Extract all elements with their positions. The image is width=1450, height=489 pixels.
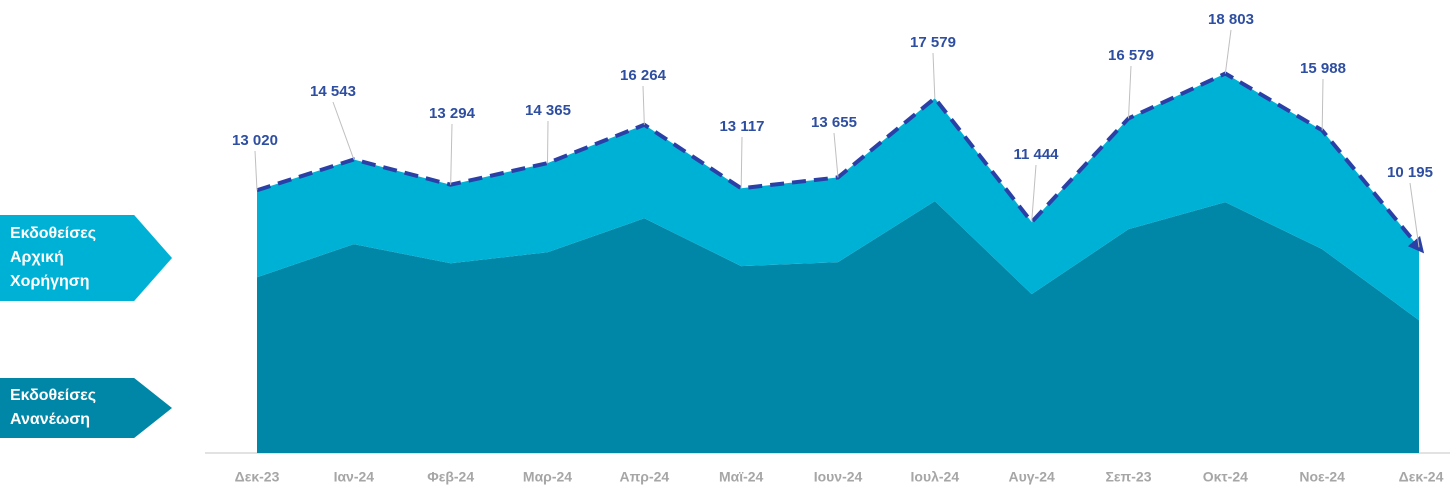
leader-line — [1031, 164, 1037, 223]
leader-line — [332, 101, 355, 160]
x-tick-label: Φεβ-24 — [427, 469, 474, 485]
x-tick-label: Μαρ-24 — [523, 469, 572, 485]
x-tick-label: Νοε-24 — [1299, 469, 1345, 485]
x-tick-label: Ιουν-24 — [814, 469, 863, 485]
total-label: 10 195 — [1387, 164, 1433, 181]
leader-line — [833, 132, 839, 178]
leader-line — [1128, 65, 1132, 119]
x-tick-label: Δεκ-23 — [235, 469, 280, 485]
leader-line — [932, 52, 936, 99]
leader-line — [1409, 182, 1420, 248]
x-tick-label: Δεκ-24 — [1399, 469, 1444, 485]
total-label: 15 988 — [1300, 60, 1346, 77]
leader-line — [740, 136, 743, 189]
total-label: 16 579 — [1108, 47, 1154, 64]
total-label: 13 020 — [232, 132, 278, 149]
x-tick-label: Απρ-24 — [619, 469, 669, 485]
total-label: 13 655 — [811, 114, 857, 131]
x-tick-label: Ιαν-24 — [334, 469, 375, 485]
x-tick-label: Σεπ-23 — [1106, 469, 1152, 485]
total-label: 16 264 — [620, 67, 667, 84]
area — [257, 73, 1419, 321]
area — [257, 201, 1419, 453]
total-label: 18 803 — [1208, 11, 1254, 28]
legend-entry: Εκδοθείσες Αρχική Χορήγηση — [0, 215, 172, 301]
x-tick-label: Μαϊ-24 — [719, 469, 764, 485]
leader-line — [547, 120, 549, 164]
x-tick-label: Ιουλ-24 — [911, 469, 960, 485]
x-tick-label: Οκτ-24 — [1203, 469, 1248, 485]
leader-line — [254, 150, 258, 191]
leader-line — [1224, 29, 1232, 74]
total-label: 13 294 — [429, 105, 476, 122]
total-label: 13 117 — [719, 118, 764, 135]
x-tick-label: Αυγ-24 — [1009, 469, 1055, 485]
legend-entry: Εκδοθείσες Ανανέωση — [0, 378, 172, 438]
total-label: 14 543 — [310, 83, 356, 100]
leader-line — [450, 123, 453, 185]
total-label: 11 444 — [1013, 146, 1059, 163]
leader-line — [642, 85, 645, 125]
leader-line — [1321, 78, 1324, 131]
total-label: 17 579 — [910, 34, 956, 51]
total-label: 14 365 — [525, 102, 571, 119]
